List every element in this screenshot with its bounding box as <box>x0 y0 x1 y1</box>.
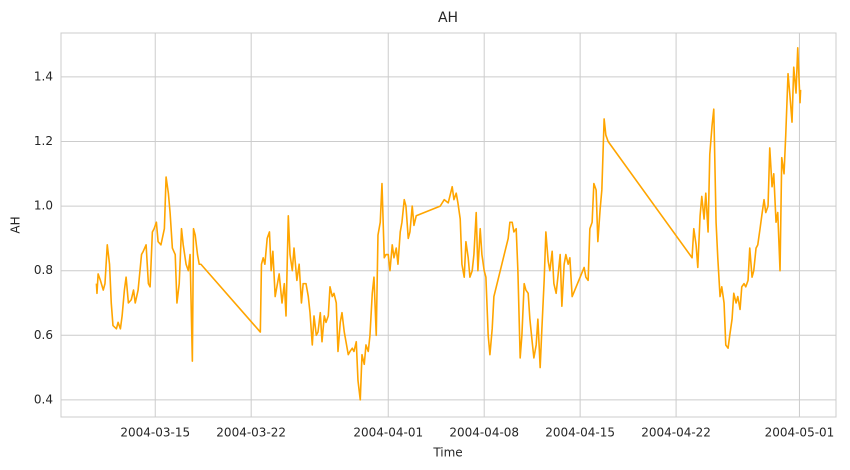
x-tick-label: 2004-03-15 <box>120 426 190 440</box>
x-tick-label: 2004-05-01 <box>765 426 835 440</box>
x-tick-label: 2004-04-22 <box>641 426 711 440</box>
y-tick-label: 1.0 <box>34 199 53 213</box>
y-tick-label: 1.4 <box>34 69 53 83</box>
data-line <box>95 47 802 401</box>
x-tick-label: 2004-03-22 <box>216 426 286 440</box>
chart-title: AH <box>438 10 458 26</box>
x-tick-label: 2004-04-08 <box>449 426 519 440</box>
y-tick-label: 0.4 <box>34 392 53 406</box>
y-tick-label: 0.6 <box>34 328 53 342</box>
y-tick-label: 1.2 <box>34 134 53 148</box>
y-axis-label: AH <box>9 216 23 233</box>
x-tick-label: 2004-04-01 <box>353 426 423 440</box>
y-tick-label: 0.8 <box>34 263 53 277</box>
plot-area <box>60 32 837 418</box>
x-axis-label: Time <box>432 446 462 460</box>
x-tick-label: 2004-04-15 <box>545 426 615 440</box>
